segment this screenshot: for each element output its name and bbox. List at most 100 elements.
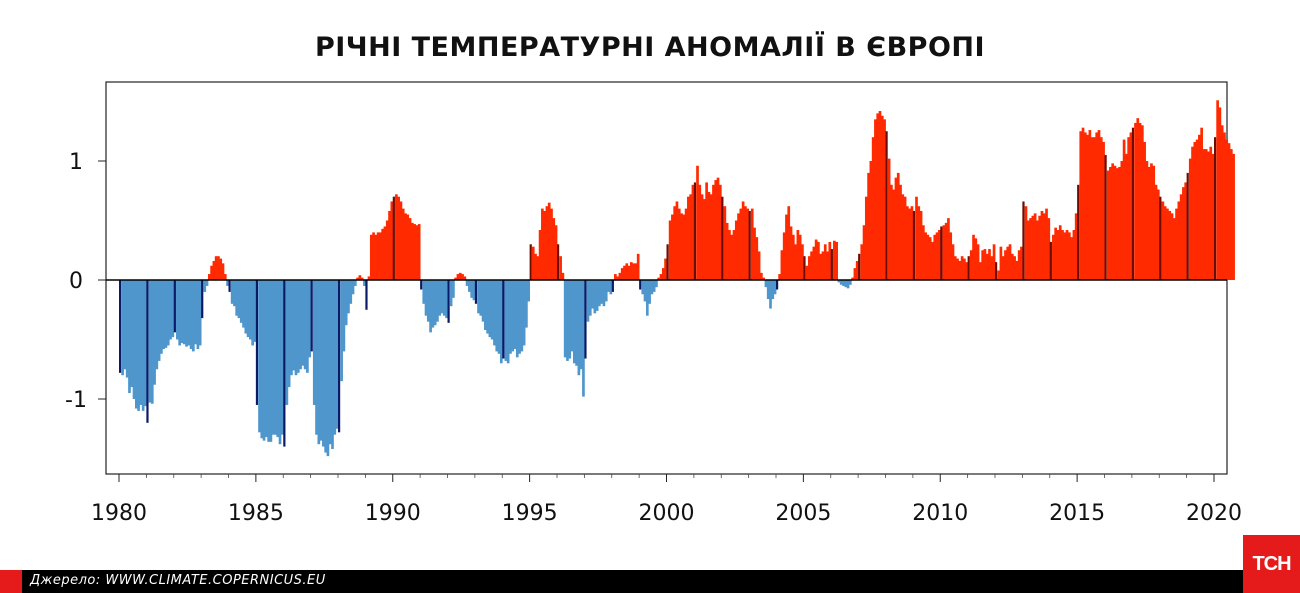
bar (630, 262, 633, 280)
bar (639, 280, 642, 290)
bar (801, 244, 804, 280)
bar (771, 280, 775, 300)
bar (604, 280, 608, 302)
bar (1070, 237, 1073, 280)
bar (1136, 118, 1140, 280)
bar (625, 263, 629, 280)
bar (276, 280, 280, 438)
bar (226, 280, 229, 286)
bar (1218, 107, 1222, 280)
bar (214, 256, 218, 280)
bar (1223, 132, 1226, 280)
bar (262, 280, 266, 441)
bar (119, 280, 122, 373)
bar (1065, 230, 1069, 280)
bar (988, 249, 991, 280)
bar (1172, 218, 1176, 280)
bar (999, 246, 1003, 280)
bar (1081, 127, 1085, 281)
bar (1147, 166, 1151, 280)
bar (922, 225, 925, 280)
bar (593, 280, 597, 314)
bar (620, 268, 624, 280)
bar (534, 253, 537, 280)
bar (392, 196, 395, 280)
bar (1134, 122, 1137, 280)
bar (885, 131, 888, 280)
bar (1120, 161, 1124, 280)
bar (331, 280, 334, 449)
bar (365, 280, 368, 310)
y-tick-label: 0 (69, 269, 83, 294)
bar (269, 280, 273, 442)
bar (963, 258, 966, 280)
bar (1008, 244, 1012, 280)
bar (563, 280, 567, 358)
bar (518, 280, 521, 354)
bar (369, 234, 373, 280)
bar (504, 280, 508, 361)
bar (969, 250, 973, 280)
bar (554, 225, 558, 280)
bar (454, 277, 458, 280)
bar (623, 265, 626, 280)
bar (559, 256, 562, 280)
bar (488, 280, 492, 338)
x-tick-label: 2015 (1049, 501, 1105, 526)
bar (388, 210, 391, 280)
bar (814, 239, 818, 280)
bar (1179, 194, 1183, 280)
bar (570, 280, 574, 352)
bar (522, 280, 526, 346)
bar (310, 280, 313, 352)
bar (422, 280, 426, 304)
bar (1163, 206, 1167, 280)
bar (1024, 206, 1028, 280)
bar (705, 182, 708, 280)
bar (499, 280, 503, 364)
bar (721, 196, 724, 280)
bar (449, 280, 453, 307)
bar (700, 194, 704, 280)
bar (424, 280, 428, 316)
bar (703, 199, 706, 280)
bar (1191, 146, 1194, 280)
bar (1088, 130, 1092, 280)
bar (917, 206, 921, 280)
bar (207, 274, 211, 280)
bar (290, 280, 293, 376)
bar (415, 225, 419, 280)
bar (839, 280, 843, 285)
bar (657, 277, 661, 280)
bar (1056, 230, 1060, 280)
x-tick-label: 2005 (775, 501, 831, 526)
bar (1129, 132, 1133, 280)
bar (908, 208, 911, 280)
bar (1188, 158, 1192, 280)
bar (525, 280, 528, 328)
bar (1232, 153, 1235, 280)
bar (260, 280, 264, 439)
bar (477, 280, 480, 314)
bar (675, 201, 679, 280)
bar (185, 280, 188, 347)
bar (139, 280, 143, 405)
bar (249, 280, 252, 340)
bar (246, 280, 250, 338)
bar (1001, 256, 1005, 280)
bar (876, 113, 880, 281)
bar (586, 280, 590, 322)
bar (714, 180, 718, 280)
y-tick-label: -1 (65, 388, 87, 413)
x-tick-label: 1980 (91, 501, 147, 526)
bar (983, 249, 987, 280)
bar (634, 263, 638, 280)
bar (853, 268, 857, 280)
x-tick-label: 1990 (365, 501, 421, 526)
bar (162, 280, 166, 350)
bar (406, 214, 410, 280)
bar (974, 238, 978, 280)
bar (1138, 122, 1142, 280)
bar (189, 280, 193, 350)
bar (442, 280, 446, 316)
